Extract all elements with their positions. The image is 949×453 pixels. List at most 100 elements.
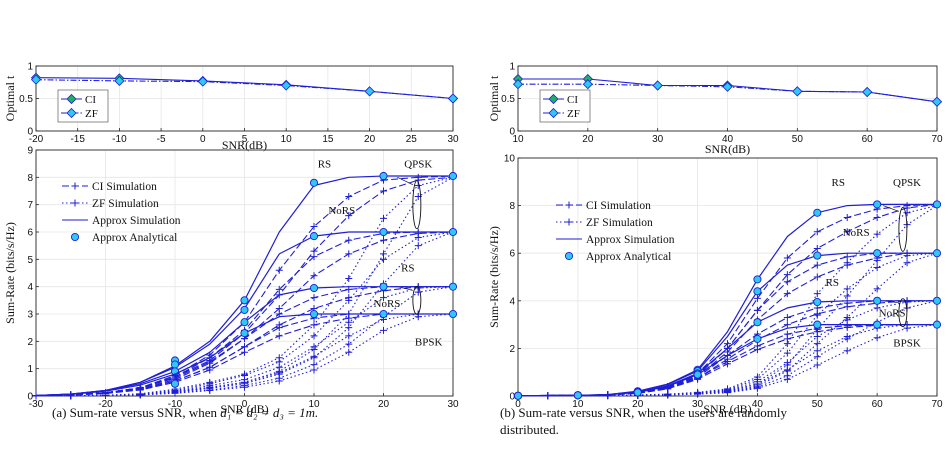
annotation-1: QPSK: [893, 177, 921, 189]
zf-simulation-marker: [843, 292, 851, 300]
zf-simulation-marker: [694, 390, 702, 398]
annotation-3: RS: [401, 263, 414, 275]
zf-simulation-marker: [903, 298, 911, 306]
approx-analytical-marker: [240, 318, 249, 327]
zf-simulation-marker: [873, 230, 881, 238]
approx-analytical-marker: [170, 379, 180, 388]
series-ZF-point-1: [114, 75, 125, 87]
ci-simulation-marker: [753, 306, 761, 314]
approx-analytical-marker: [873, 200, 882, 209]
legend-box: [57, 89, 109, 123]
zf-simulation-marker: [275, 369, 283, 377]
chart-a-top: -20 -15 -10 -5 0 5 10 15 20 25 30 0 0.5 1 SNR(dB) Optim…: [3, 62, 459, 153]
zf-simulation-marker: [813, 353, 821, 361]
legend-marker-3: [564, 251, 574, 261]
ci-simulation-marker: [813, 228, 821, 236]
y-tick-label-0: 0: [509, 127, 515, 138]
legend: CI ZF: [57, 89, 109, 123]
ci-simulation-marker: [206, 366, 214, 374]
approx-analytical-marker: [309, 283, 319, 293]
caption-b-line1: (b) Sum-rate versus SNR, when the users …: [500, 405, 788, 420]
legend-label-ZF: ZF: [85, 108, 98, 120]
x-tick-label-4: 50: [792, 134, 804, 145]
approx-analytical-marker: [379, 282, 388, 291]
legend-label-1: ZF Simulation: [586, 217, 653, 229]
series-ZF-point-3: [722, 81, 733, 92]
zf-simulation-marker: [783, 375, 791, 383]
zf-simulation-marker: [345, 274, 353, 282]
x-tick-label-3: 40: [722, 134, 734, 145]
approx-analytical-marker: [633, 388, 642, 397]
approx-analytical-marker: [813, 251, 822, 260]
x-tick-label-4: 40: [752, 399, 764, 410]
zf-simulation-marker: [345, 332, 353, 340]
legend-marker-0: [71, 182, 79, 190]
x-tick-label-5: 50: [812, 399, 824, 410]
zf-simulation-marker: [414, 288, 422, 296]
x-tick-label-1: -15: [70, 134, 85, 145]
approx-analytical-marker: [932, 320, 942, 329]
legend-label-3: Approx Analytical: [92, 232, 177, 244]
ci-simulation-marker: [275, 332, 283, 340]
zf-simulation-marker: [873, 285, 881, 293]
y-tick-label-1: 0.5: [19, 94, 33, 105]
legend-marker-0: [565, 201, 573, 209]
legend-label-2: Approx Simulation: [92, 215, 181, 227]
approx-analytical-marker: [379, 227, 388, 237]
ci-simulation-marker: [783, 254, 791, 262]
y-tick-label-2: 2: [27, 337, 33, 348]
approx-analytical-marker: [309, 309, 319, 319]
y-tick-label-8: 8: [27, 173, 33, 184]
approx-analytical-marker: [813, 297, 822, 307]
zf-simulation-marker: [843, 347, 851, 355]
x-tick-label-4: 0: [200, 134, 206, 145]
zf-simulation-marker: [275, 377, 283, 385]
bracket-ellipse-0: [898, 206, 908, 252]
series-ZF-point-1: [582, 79, 593, 90]
ci-simulation-marker: [345, 236, 353, 244]
zf-simulation-marker: [136, 391, 144, 399]
approx-analytical-marker: [753, 287, 762, 296]
approx-analytical-marker: [753, 334, 762, 343]
approx-analytical-marker: [240, 296, 249, 305]
approx-analytical-marker: [170, 360, 180, 369]
annotation-1: QPSK: [404, 159, 432, 171]
ci-simulation-marker: [873, 214, 881, 221]
x-tick-label-7: 15: [322, 134, 334, 145]
ci-simulation-marker: [275, 285, 283, 293]
legend-marker-1: [565, 218, 573, 226]
legend-label-0: CI Simulation: [92, 181, 157, 193]
zf-simulation-marker: [813, 290, 821, 298]
zf-simulation-marker: [813, 361, 821, 369]
zf-simulation-marker: [873, 263, 881, 271]
legend-marker-ZF: [548, 107, 559, 119]
ci-simulation-marker: [783, 271, 791, 279]
annotation-3: RS: [826, 277, 839, 289]
y-tick-label-0: 0: [27, 392, 33, 403]
legend-label-3: Approx Analytical: [586, 251, 671, 263]
legend-marker-CI: [548, 93, 559, 105]
x-axis-label: SNR (dB): [703, 402, 751, 416]
zf-simulation-marker: [241, 383, 248, 391]
y-tick-label-7: 7: [27, 200, 33, 211]
zf-simulation-marker: [664, 391, 672, 399]
series-ZF-line: [35, 79, 454, 100]
series-ZF-point-6: [931, 96, 943, 107]
approx-analytical-marker: [753, 275, 762, 284]
approx-analytical-marker: [448, 282, 458, 291]
approx-analytical-marker: [693, 370, 702, 379]
ci-simulation-marker: [843, 253, 851, 261]
x-tick-label-9: 25: [406, 134, 418, 145]
pointer-line-0: [883, 205, 900, 212]
zf-simulation-marker: [414, 242, 422, 250]
ci-simulation-marker: [813, 261, 821, 269]
x-axis-label: SNR(dB): [705, 142, 750, 156]
ci-simulation-marker: [310, 321, 318, 329]
annotation-5: BPSK: [893, 337, 921, 349]
ci-simulation-marker: [310, 294, 318, 302]
x-axis-label: SNR(dB): [222, 138, 267, 152]
y-axis-label: Sum-Rate (bits/s/Hz): [487, 226, 501, 328]
ci-simulation-marker: [275, 324, 283, 332]
legend-label-1: ZF Simulation: [92, 198, 159, 210]
series-ZF-point-5: [862, 86, 873, 98]
